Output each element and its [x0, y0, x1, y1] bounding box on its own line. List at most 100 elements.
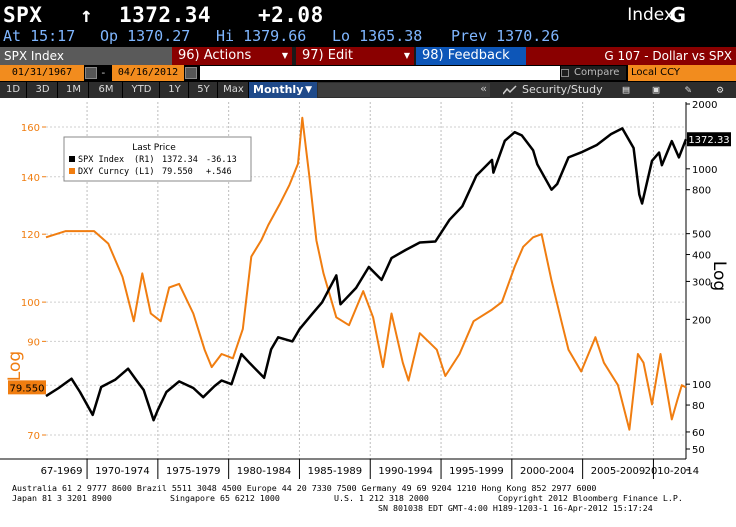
footer-singapore: Singapore 65 6212 1000	[170, 493, 280, 503]
legend-box	[63, 136, 252, 182]
compare-security-input[interactable]	[200, 66, 560, 80]
chevron-down-icon: ▼	[403, 51, 410, 60]
graph-title: G 107 - Dollar vs SPX	[526, 47, 736, 65]
actions-label: 96) Actions	[178, 48, 252, 63]
legend-title: Last Price	[132, 143, 176, 153]
left-tick-label: 140	[21, 173, 40, 184]
quote-details: At 15:17 Op 1370.27 Hi 1379.66 Lo 1365.3…	[0, 27, 736, 46]
bloomberg-footer: Australia 61 2 9777 8600 Brazil 5511 304…	[0, 481, 736, 527]
footer-copyright: Copyright 2012 Bloomberg Finance L.P.	[498, 493, 683, 503]
left-tick-label: 70	[27, 431, 40, 442]
period-ytd-button[interactable]: YTD	[124, 82, 160, 98]
checkbox-icon	[561, 69, 569, 77]
right-tick-label: 1000	[692, 165, 717, 176]
quote-low: Lo 1365.38	[332, 27, 423, 45]
legend-series-name: SPX Index	[78, 155, 124, 165]
start-date-input[interactable]: 01/31/1967	[0, 65, 84, 81]
legend-series-last: 1372.34	[162, 155, 198, 165]
series-line-spx	[45, 127, 688, 422]
frequency-label: Monthly	[253, 83, 304, 96]
edit-label: 97) Edit	[302, 48, 353, 63]
right-tick-label: 500	[692, 230, 711, 241]
quote-time: At 15:17	[3, 27, 76, 45]
function-key-label: G	[669, 3, 686, 27]
right-tick-label: 2000	[692, 100, 717, 111]
zoom-icon[interactable]: ▣	[652, 83, 660, 96]
footer-serial: SN 801038 EDT GMT-4:00 H189-1203-1 16-Ap…	[378, 503, 653, 513]
ticker-symbol[interactable]: SPX	[3, 3, 43, 27]
left-tick-label: 120	[21, 230, 40, 241]
feedback-label: 98) Feedback	[422, 48, 510, 63]
left-tick-label: 90	[27, 337, 40, 348]
legend-series-axis: (R1)	[134, 155, 154, 165]
quote-header: SPX ↑ 1372.34 +2.08 Index G	[0, 0, 736, 27]
gear-icon[interactable]: ⚙	[716, 83, 724, 96]
left-tick-label: 100	[21, 298, 40, 309]
net-change: +2.08	[258, 3, 324, 27]
market-sector-label: Index	[627, 5, 674, 25]
currency-select[interactable]: Local CCY	[628, 65, 736, 81]
x-tick-label: 2005-2009	[591, 466, 646, 477]
calendar-icon[interactable]	[85, 67, 97, 79]
chart-canvas: 708090100120140160Log5060801002003004005…	[0, 100, 731, 479]
period-1m-button[interactable]: 1M	[59, 82, 89, 98]
feedback-button[interactable]: 98) Feedback	[416, 47, 526, 65]
period-1y-button[interactable]: 1Y	[161, 82, 189, 98]
right-tick-label: 50	[692, 445, 705, 456]
annotate-icon[interactable]: ▤	[622, 83, 630, 96]
right-axis-label: Log	[709, 261, 729, 291]
left-axis-label: Log	[5, 351, 25, 381]
edit-pencil-icon[interactable]: ✎	[684, 83, 692, 96]
legend-series-axis: (L1)	[134, 167, 154, 177]
right-tick-label: 300	[692, 277, 711, 288]
period-max-button[interactable]: Max	[219, 82, 249, 98]
x-tick-label: 67-1969	[41, 466, 83, 477]
period-scroll[interactable]: «	[318, 82, 490, 97]
legend-series-change: -36.13	[206, 155, 237, 165]
calendar-icon[interactable]	[185, 67, 197, 79]
chevron-down-icon: ▼	[281, 51, 288, 60]
price-chart[interactable]: 708090100120140160Log5060801002003004005…	[0, 98, 736, 481]
right-tick-label: 800	[692, 186, 711, 197]
x-tick-label: 1990-1994	[378, 466, 433, 477]
right-last-value-badge-bg	[687, 132, 731, 147]
period-1d-button[interactable]: 1D	[0, 82, 27, 98]
chevron-down-icon: ▼	[305, 85, 312, 95]
compare-label: Compare	[574, 67, 620, 78]
security-name-field[interactable]: SPX Index	[0, 47, 172, 65]
x-tick-label: 2000-2004	[520, 466, 575, 477]
left-tick-label: 160	[21, 123, 40, 134]
x-tick-label: 1985-1989	[308, 466, 363, 477]
frequency-select[interactable]: Monthly ▼	[249, 82, 317, 98]
period-5y-button[interactable]: 5Y	[190, 82, 218, 98]
series-line-dxy	[45, 116, 687, 431]
x-tick-label: 2010-2014	[645, 466, 700, 477]
x-tick-label: 1995-1999	[449, 466, 504, 477]
period-6m-button[interactable]: 6M	[90, 82, 123, 98]
right-tick-label: 200	[692, 315, 711, 326]
right-tick-label: 60	[692, 428, 705, 439]
actions-button[interactable]: 96) Actions ▼	[172, 47, 292, 65]
edit-button[interactable]: 97) Edit ▼	[296, 47, 414, 65]
end-date-input[interactable]: 04/16/2012	[112, 65, 184, 81]
date-separator: -	[100, 66, 107, 79]
security-study-button[interactable]: Security/Study	[522, 83, 603, 96]
right-last-value-badge: 1372.33	[688, 135, 729, 146]
period-bar: 1D 3D 1M 6M YTD 1Y 5Y Max Monthly ▼ « Se…	[0, 82, 736, 98]
double-chevron-left-icon: «	[480, 82, 487, 95]
last-price: 1372.34	[119, 3, 212, 27]
footer-us: U.S. 1 212 318 2000	[334, 493, 429, 503]
left-last-value-badge-bg	[8, 380, 46, 395]
legend-swatch	[69, 168, 75, 174]
right-tick-label: 400	[692, 251, 711, 262]
x-tick-label: 1970-1974	[95, 466, 150, 477]
right-tick-label: 100	[692, 380, 711, 391]
compare-checkbox[interactable]: Compare	[561, 66, 626, 80]
x-tick-label: 1980-1984	[237, 466, 292, 477]
period-3d-button[interactable]: 3D	[28, 82, 58, 98]
line-chart-icon	[503, 85, 517, 95]
footer-japan: Japan 81 3 3201 8900	[12, 493, 112, 503]
left-last-value-badge: 79.550	[10, 383, 45, 394]
legend-series-change: +.546	[206, 167, 232, 177]
legend-swatch	[69, 156, 75, 162]
